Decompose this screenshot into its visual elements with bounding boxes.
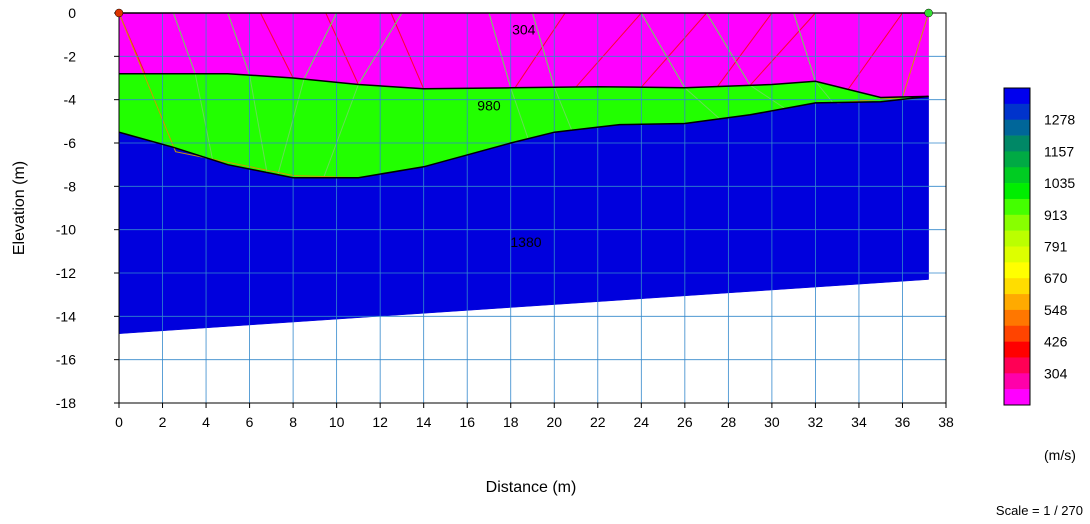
x-tick-label-12: 24 bbox=[634, 414, 650, 430]
x-tick-label-17: 34 bbox=[851, 414, 867, 430]
y-tick-label-9: -18 bbox=[56, 395, 76, 411]
y-tick-label-2: -4 bbox=[64, 92, 77, 108]
y-tick-label-1: -2 bbox=[64, 48, 77, 64]
x-tick-label-2: 4 bbox=[202, 414, 210, 430]
ray-deep-left bbox=[118, 12, 359, 179]
legend-swatch-14 bbox=[1004, 309, 1030, 327]
legend-swatch-3 bbox=[1004, 135, 1030, 152]
legend-label-7: 426 bbox=[1044, 334, 1068, 350]
x-tick-label-4: 8 bbox=[289, 414, 297, 430]
x-tick-label-11: 22 bbox=[590, 414, 606, 430]
boundary-2 bbox=[118, 95, 929, 179]
x-tick-label-7: 14 bbox=[416, 414, 432, 430]
ray-red-6 bbox=[640, 12, 707, 88]
y-tick-label-5: -10 bbox=[56, 222, 76, 238]
legend-label-4: 791 bbox=[1044, 239, 1068, 255]
x-tick-label-18: 36 bbox=[895, 414, 911, 430]
x-tick-label-15: 30 bbox=[764, 414, 780, 430]
x-tick-label-5: 10 bbox=[329, 414, 345, 430]
y-tick-label-3: -6 bbox=[64, 135, 77, 151]
scale-text: Scale = 1 / 270 bbox=[996, 503, 1083, 518]
y-tick-label-8: -16 bbox=[56, 352, 76, 368]
ray-red-8 bbox=[749, 12, 816, 86]
plot-frame bbox=[118, 12, 947, 404]
legend-swatch-13 bbox=[1004, 294, 1030, 311]
legend-label-8: 304 bbox=[1044, 365, 1068, 381]
x-tick-label-0: 0 bbox=[115, 414, 123, 430]
legend-swatch-19 bbox=[1004, 389, 1030, 406]
legend-swatch-15 bbox=[1004, 325, 1030, 342]
legend-unit: (m/s) bbox=[1044, 447, 1076, 463]
legend-label-3: 913 bbox=[1044, 207, 1068, 223]
legend-swatch-11 bbox=[1004, 262, 1030, 279]
x-tick-label-13: 26 bbox=[677, 414, 693, 430]
x-tick-label-1: 2 bbox=[159, 414, 167, 430]
legend-swatch-4 bbox=[1004, 151, 1030, 168]
legend-swatch-18 bbox=[1004, 373, 1030, 390]
boundary-1 bbox=[119, 72, 929, 99]
y-tick-label-0: 0 bbox=[68, 5, 76, 21]
legend-swatch-1 bbox=[1004, 103, 1030, 120]
legend-swatch-12 bbox=[1004, 278, 1030, 295]
legend-swatch-17 bbox=[1004, 357, 1030, 374]
y-tick-label-6: -12 bbox=[56, 265, 76, 281]
x-tick-label-14: 28 bbox=[721, 414, 737, 430]
color-legend: 1278 1157 1035 913 791 670 548 426 304 bbox=[1003, 87, 1075, 406]
ray-red-3 bbox=[390, 12, 425, 90]
legend-swatch-5 bbox=[1004, 167, 1030, 184]
legend-swatch-16 bbox=[1004, 341, 1030, 358]
legend-swatch-10 bbox=[1004, 246, 1030, 263]
legend-label-6: 548 bbox=[1044, 302, 1068, 318]
x-axis-label: Distance (m) bbox=[486, 479, 577, 496]
legend-swatch-6 bbox=[1004, 183, 1030, 200]
ray-red-7 bbox=[717, 12, 773, 87]
x-tick-label-3: 6 bbox=[246, 414, 254, 430]
legend-label-2: 1035 bbox=[1044, 175, 1075, 191]
legend-swatch-8 bbox=[1004, 214, 1030, 231]
layer-label-3: 1380 bbox=[510, 234, 541, 250]
velocity-layers bbox=[118, 12, 929, 334]
y-axis-label: Elevation (m) bbox=[11, 161, 28, 255]
y-tick-label-4: -8 bbox=[64, 178, 77, 194]
ray-red-1 bbox=[260, 12, 294, 79]
x-tick-label-16: 32 bbox=[808, 414, 824, 430]
y-tick-label-7: -14 bbox=[56, 308, 76, 324]
axes: 0 2 4 6 8 10 12 14 16 18 20 22 24 26 28 30 32 34 36 380-2-4… bbox=[56, 5, 954, 430]
source-marker-0 bbox=[114, 8, 124, 18]
x-tick-label-9: 18 bbox=[503, 414, 519, 430]
legend-label-1: 1157 bbox=[1044, 143, 1074, 159]
ray-red-4 bbox=[514, 12, 566, 88]
source-marker-1 bbox=[924, 8, 933, 18]
x-tick-label-10: 20 bbox=[546, 414, 562, 430]
layer-label-2: 980 bbox=[477, 98, 501, 114]
ray-red-5 bbox=[575, 12, 642, 88]
x-tick-label-19: 38 bbox=[938, 414, 954, 430]
legend-swatch-2 bbox=[1004, 119, 1030, 136]
legend-swatch-7 bbox=[1004, 198, 1030, 216]
layer-label-1: 304 bbox=[512, 22, 536, 38]
ray-red-9 bbox=[847, 12, 903, 90]
x-tick-label-6: 12 bbox=[372, 414, 388, 430]
legend-frame bbox=[1003, 87, 1031, 406]
legend-swatch-9 bbox=[1004, 230, 1030, 247]
x-tick-label-8: 16 bbox=[459, 414, 475, 430]
layer-labels: 304 980 1380 bbox=[477, 22, 541, 250]
legend-label-5: 670 bbox=[1044, 270, 1068, 286]
legend-label-0: 1278 bbox=[1044, 112, 1075, 128]
legend-swatch-0 bbox=[1004, 88, 1030, 105]
